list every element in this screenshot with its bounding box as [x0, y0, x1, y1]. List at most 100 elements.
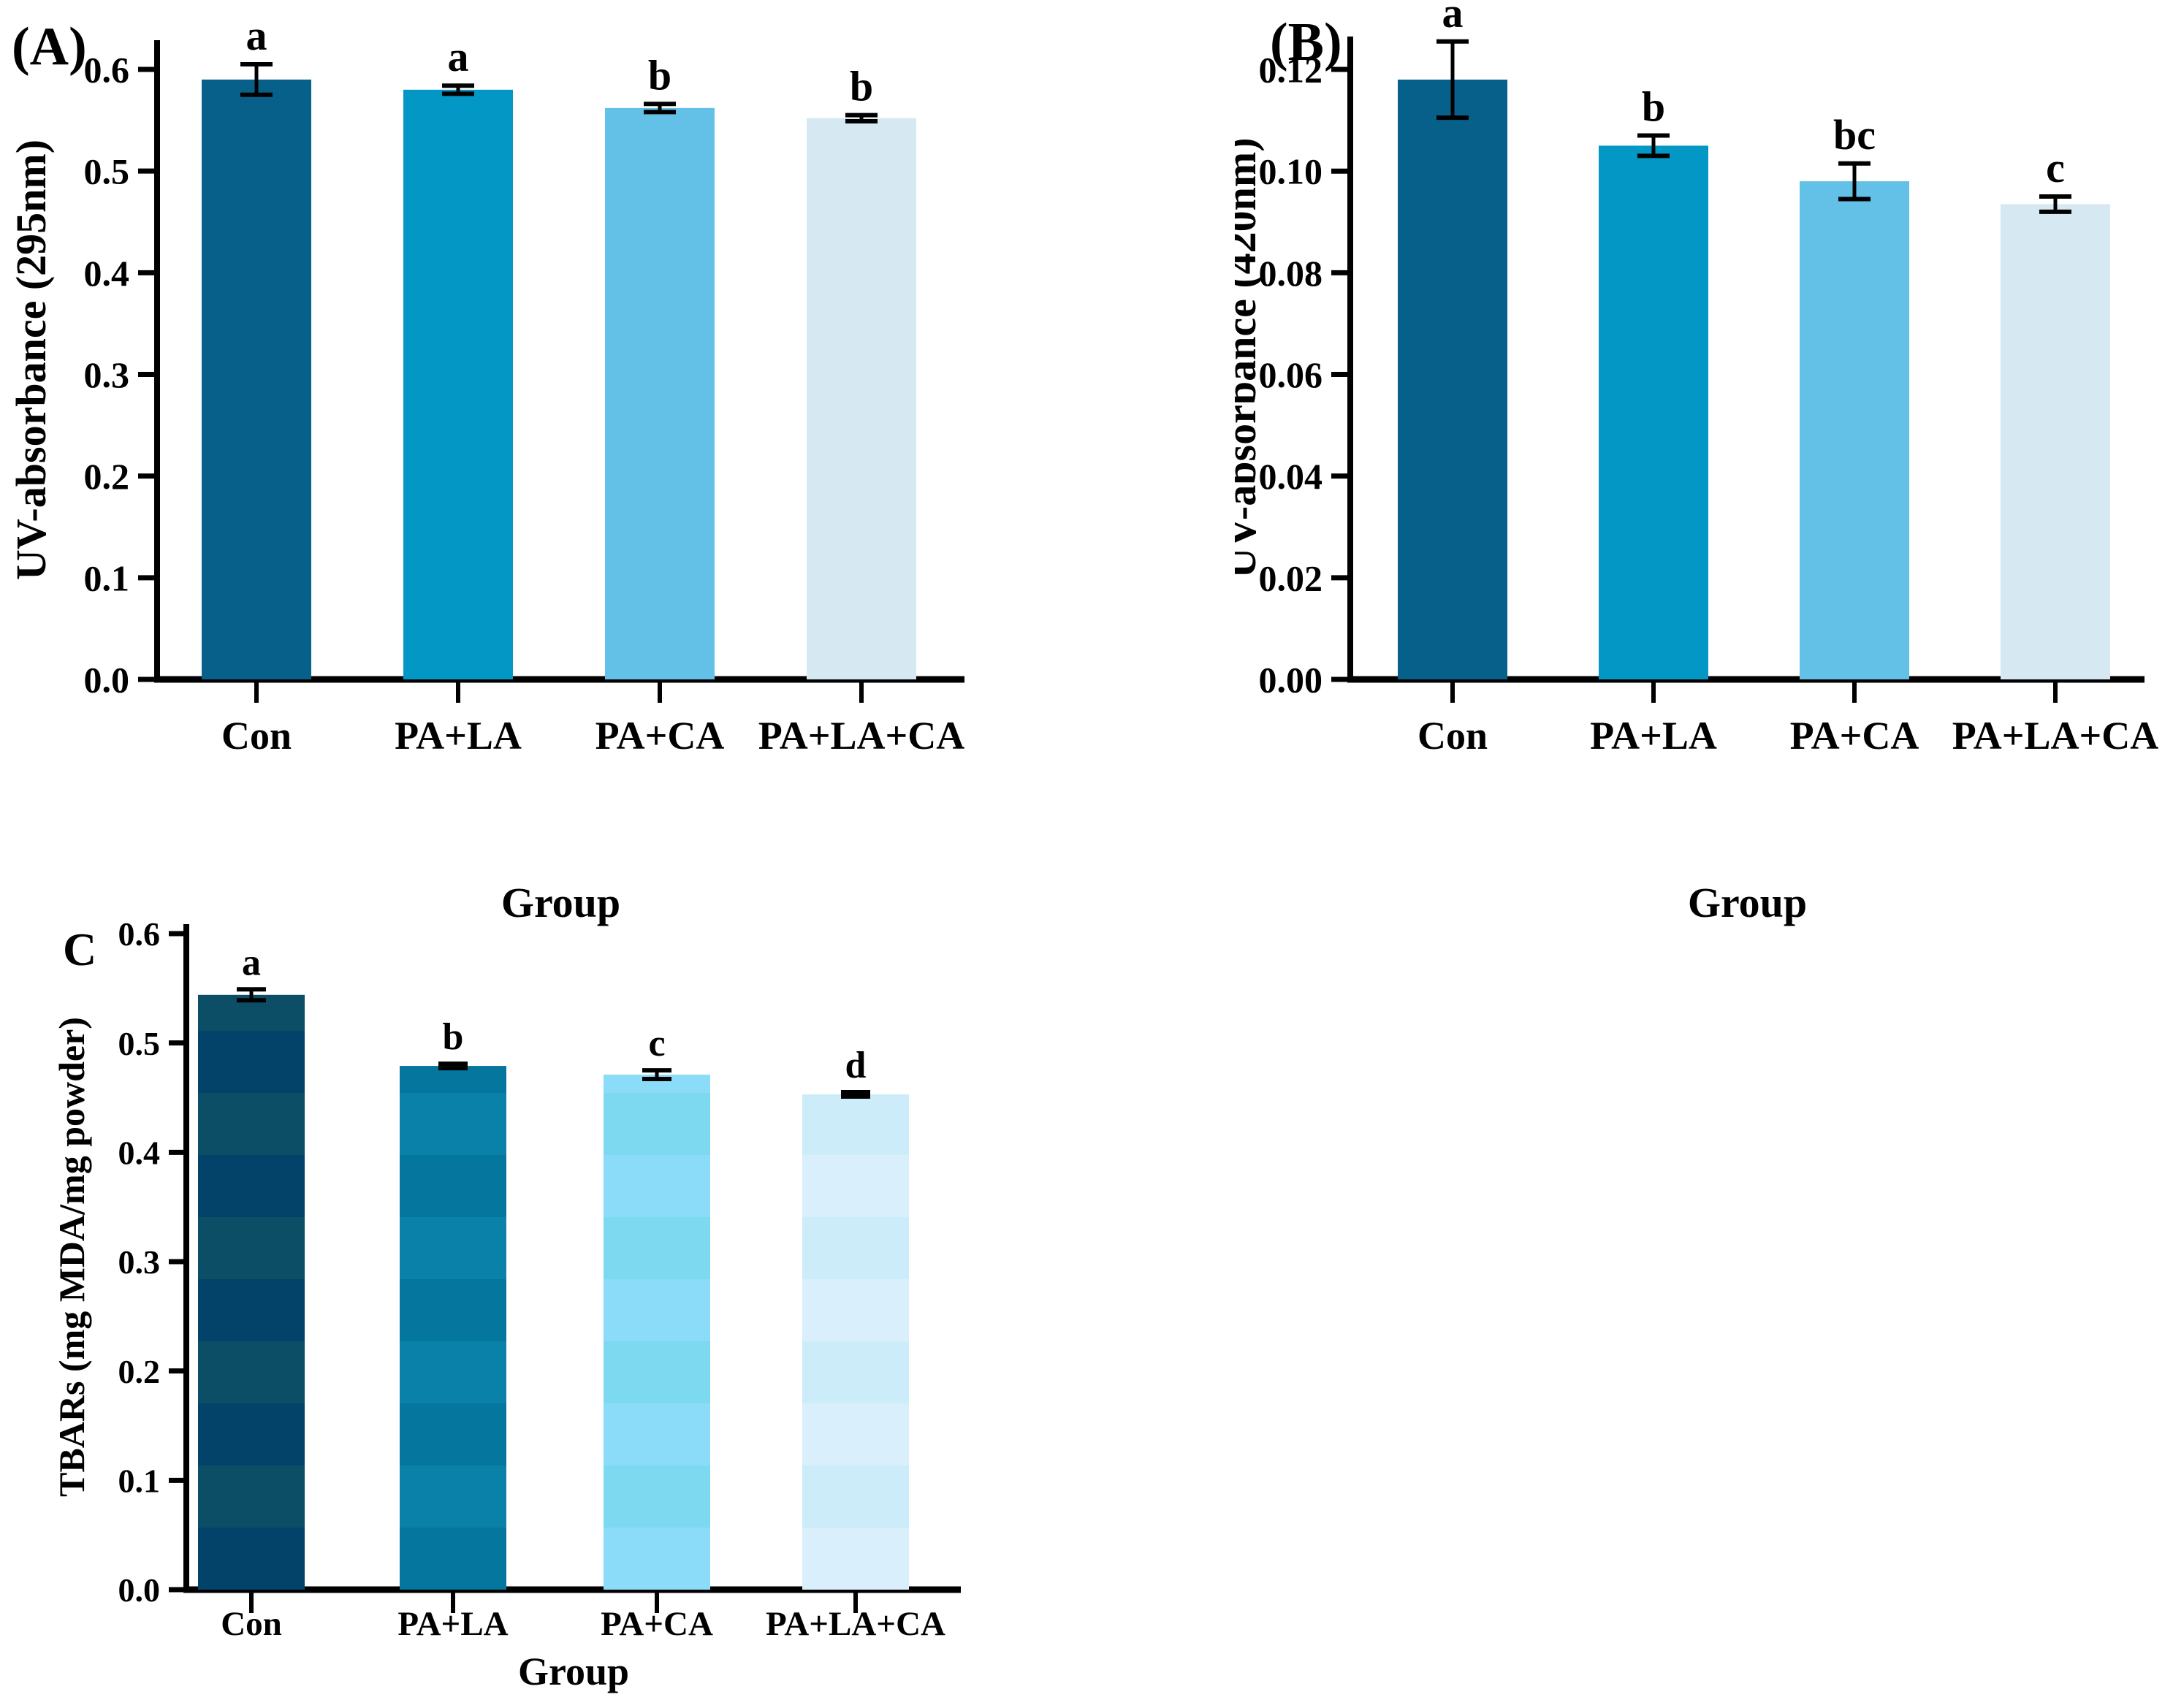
significance-letter-PA+CA: b	[648, 51, 671, 99]
y-axis-title: UV-absorbance (295nm)	[7, 140, 55, 580]
y-axis-title: TBARs (mg MDA/mg powder)	[51, 1017, 92, 1497]
y-tick-label: 0.00	[1259, 660, 1323, 701]
bar-PA+CA	[1800, 181, 1909, 680]
x-category-label-Con: Con	[1417, 714, 1488, 758]
significance-letter-Con: a	[242, 942, 261, 983]
bar-segment-PA+LA+CA	[802, 1155, 909, 1217]
bar-segment-PA+CA	[604, 1341, 710, 1403]
x-category-label-PA+LA: PA+LA	[1590, 714, 1717, 758]
significance-letter-PA+LA: b	[1642, 83, 1665, 130]
y-tick-label: 0.1	[118, 1462, 161, 1499]
significance-letter-PA+LA+CA: d	[845, 1045, 867, 1086]
bar-segment-PA+LA	[400, 1528, 506, 1590]
y-tick-label: 0.5	[118, 1025, 161, 1062]
bar-Con	[1398, 79, 1507, 680]
significance-letter-PA+LA: a	[448, 33, 469, 80]
y-tick-label: 0.3	[118, 1243, 161, 1281]
bar-segment-PA+LA	[400, 1403, 506, 1465]
bar-segment-Con	[198, 1155, 305, 1217]
bar-segment-PA+LA	[400, 1093, 506, 1155]
bar-segment-PA+CA	[604, 1528, 710, 1590]
bar-segment-PA+CA	[604, 1093, 710, 1155]
panel-c-tbars-chart: C 0.0 0.1 0.2 0.3 0.4 0.5 0.6 a Con b PA+LA c PA+CA d P…	[51, 915, 961, 1693]
y-tick-label: 0.1	[84, 557, 130, 598]
bar-segment-PA+LA+CA	[802, 1528, 909, 1590]
bar-PA+LA+CA	[2001, 204, 2110, 679]
significance-letter-Con: a	[1442, 0, 1464, 37]
bar-PA+LA	[403, 89, 513, 679]
bar-segment-PA+CA	[604, 1155, 710, 1217]
y-tick-label: 0.2	[84, 456, 130, 497]
y-tick-label: 0.3	[84, 354, 130, 395]
significance-letter-PA+LA+CA: c	[2046, 144, 2065, 191]
bar-segment-PA+LA	[400, 1279, 506, 1341]
significance-letter-Con: a	[246, 12, 267, 59]
panel-label: C	[63, 923, 96, 975]
bar-segment-Con	[198, 1217, 305, 1279]
y-tick-label: 0.06	[1259, 354, 1323, 395]
bar-segment-PA+LA+CA	[802, 1279, 909, 1341]
x-axis-title: Group	[518, 1650, 629, 1693]
bar-segment-PA+CA	[604, 1403, 710, 1465]
bar-segment-PA+LA	[400, 1341, 506, 1403]
bar-Con	[202, 79, 311, 680]
y-tick-label: 0.4	[118, 1134, 161, 1171]
x-category-label-PA+LA+CA: PA+LA+CA	[1952, 714, 2159, 758]
bar-segment-PA+LA	[400, 1465, 506, 1528]
bar-segment-Con	[198, 1279, 305, 1341]
significance-letter-PA+LA: b	[443, 1016, 464, 1058]
bar-PA+CA	[605, 107, 715, 679]
y-tick-label: 0.6	[118, 915, 161, 953]
bar-segment-PA+LA+CA	[802, 1217, 909, 1279]
panel-a-uv-absorbance-295nm-chart: (A) 0.0 0.1 0.2 0.3 0.4 0.5 0.6 a Con a PA+LA b PA+CA…	[7, 12, 965, 926]
y-tick-label: 0.04	[1259, 456, 1323, 497]
bar-segment-PA+LA+CA	[802, 1403, 909, 1465]
y-axis-title: UV-absorbance (420nm)	[1235, 137, 1265, 578]
x-category-label-PA+LA: PA+LA	[395, 714, 522, 758]
bar-segment-PA+LA+CA	[802, 1094, 909, 1155]
bar-segment-Con	[198, 1528, 305, 1590]
bar-segment-PA+LA+CA	[802, 1341, 909, 1403]
y-tick-label: 0.12	[1259, 50, 1323, 91]
x-category-label-PA+CA: PA+CA	[595, 714, 725, 758]
y-tick-label: 0.10	[1259, 151, 1323, 192]
bar-segment-Con	[198, 1341, 305, 1403]
bar-segment-PA+CA	[604, 1279, 710, 1341]
bar-PA+LA+CA	[807, 118, 916, 679]
bar-segment-PA+LA	[400, 1066, 506, 1093]
x-category-label-PA+LA+CA: PA+LA+CA	[758, 714, 965, 758]
x-axis-title: Group	[1688, 879, 1807, 926]
y-tick-label: 0.0	[84, 660, 130, 701]
x-category-label-PA+LA+CA: PA+LA+CA	[766, 1605, 945, 1643]
x-axis-title: Group	[501, 879, 620, 926]
bar-segment-Con	[198, 1031, 305, 1093]
bar-segment-PA+LA	[400, 1217, 506, 1279]
bar-segment-Con	[198, 1093, 305, 1155]
y-tick-label: 0.02	[1259, 557, 1323, 598]
y-tick-label: 0.2	[118, 1353, 161, 1390]
x-category-label-PA+CA: PA+CA	[601, 1605, 713, 1643]
bar-segment-PA+CA	[604, 1217, 710, 1279]
significance-letter-PA+LA+CA: b	[850, 63, 873, 110]
y-tick-label: 0.0	[118, 1571, 161, 1609]
x-category-label-Con: Con	[221, 714, 292, 758]
significance-letter-PA+CA: bc	[1833, 111, 1876, 159]
bar-segment-PA+LA+CA	[802, 1465, 909, 1528]
y-tick-label: 0.08	[1259, 253, 1323, 294]
bar-segment-PA+CA	[604, 1465, 710, 1528]
x-category-label-PA+LA: PA+LA	[397, 1605, 508, 1643]
panel-label: (B)	[1270, 12, 1342, 72]
y-tick-label: 0.6	[84, 49, 130, 90]
x-category-label-Con: Con	[221, 1605, 282, 1643]
bar-segment-Con	[198, 1465, 305, 1528]
panel-b-uv-absorbance-420nm-chart: (B) 0.00 0.02 0.04 0.06 0.08 0.10 0.12 a Con b PA+L…	[1235, 0, 2159, 926]
bar-segment-Con	[198, 1403, 305, 1465]
x-category-label-PA+CA: PA+CA	[1790, 714, 1919, 758]
bar-segment-PA+LA	[400, 1155, 506, 1217]
y-tick-label: 0.5	[84, 151, 130, 192]
bar-PA+LA	[1599, 145, 1708, 679]
panel-label: (A)	[12, 17, 87, 77]
y-tick-label: 0.4	[84, 253, 130, 294]
significance-letter-PA+CA: c	[648, 1023, 665, 1064]
